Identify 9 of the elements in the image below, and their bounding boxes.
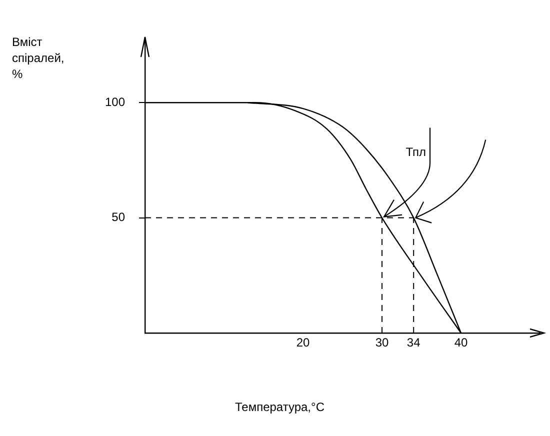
y-axis-title: Вміст спіралей, % xyxy=(12,34,66,82)
x-tick-label: 40 xyxy=(454,336,468,350)
x-axis-title: Температура,°С xyxy=(235,400,324,414)
y-tick-label: 50 xyxy=(112,210,126,224)
x-tick-label: 34 xyxy=(406,336,421,350)
y-tick-label: 100 xyxy=(104,94,126,109)
annotation: Тпл xyxy=(406,144,426,159)
x-tick-label: 20 xyxy=(296,336,310,350)
x-tick-label: 30 xyxy=(375,336,389,350)
